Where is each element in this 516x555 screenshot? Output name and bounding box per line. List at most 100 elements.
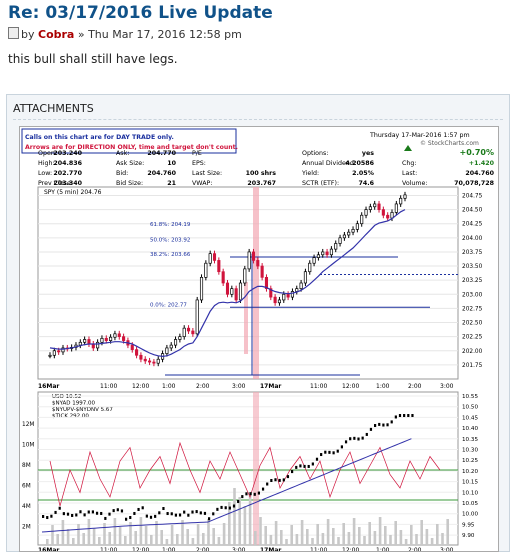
uso-candle <box>228 506 231 510</box>
uso-candle <box>374 424 377 428</box>
uso-candle <box>71 513 74 517</box>
price-candle <box>399 197 403 205</box>
price-tick: 202.00 <box>462 349 483 355</box>
volume-bar <box>103 523 106 545</box>
info-label: P/E <box>192 150 202 157</box>
uso-candle <box>369 427 373 431</box>
price-candle <box>173 339 178 346</box>
indicator-tick: 10.45 <box>462 415 478 421</box>
price-candle <box>334 243 338 250</box>
volume-bar <box>311 538 314 545</box>
time-tick: 11:00 <box>310 547 327 551</box>
time-tick: 1:00 <box>376 547 390 551</box>
price-candle <box>308 262 312 273</box>
price-candle <box>199 277 204 301</box>
post-icon[interactable] <box>8 27 19 39</box>
indicator-tick: 10.55 <box>462 394 478 400</box>
uso-candle <box>149 515 153 519</box>
uso-candle <box>266 482 269 486</box>
volume-bar <box>347 532 351 545</box>
info-value: 203.340 <box>53 180 82 187</box>
indicator-legend: USO 10.52 <box>52 394 81 400</box>
price-candle <box>338 237 342 244</box>
volume-bar <box>378 517 382 545</box>
uso-candle <box>291 470 294 474</box>
uso-candle <box>344 440 348 444</box>
volume-bar <box>368 522 371 545</box>
uso-candle <box>199 511 202 515</box>
uso-candle <box>407 414 410 417</box>
time-tick: 2:00 <box>408 383 422 390</box>
uso-candle <box>50 514 53 518</box>
uso-candle <box>332 451 335 455</box>
uso-candle <box>311 462 314 466</box>
info-label: Options: <box>302 150 328 157</box>
price-candle <box>386 214 390 219</box>
uso-candle <box>183 510 186 514</box>
volume-bar <box>425 529 429 545</box>
uso-candle <box>129 516 132 520</box>
uso-candle <box>365 432 368 436</box>
uso-candle <box>278 478 281 482</box>
uso-candle <box>208 517 211 521</box>
price-candle <box>221 271 225 284</box>
time-tick: 11:00 <box>100 547 117 551</box>
price-candle <box>104 337 108 341</box>
price-tick: 204.25 <box>462 222 483 228</box>
volume-bar <box>77 524 80 545</box>
moving-average-line <box>49 209 406 358</box>
price-candle <box>260 265 264 278</box>
info-value: 21 <box>167 180 176 187</box>
uso-candle <box>324 450 327 454</box>
volume-bar <box>196 524 200 545</box>
info-value: 100 shrs <box>246 170 277 177</box>
info-label: VWAP: <box>192 180 212 187</box>
volume-bar <box>124 536 127 545</box>
price-candle <box>347 231 351 236</box>
indicator-tick: 9.95 <box>462 522 475 528</box>
time-tick: 12:00 <box>132 383 149 390</box>
price-candle <box>212 253 217 261</box>
uso-candle <box>237 499 240 503</box>
volume-bar <box>384 526 387 545</box>
indicator-tick: 10.00 <box>462 512 478 518</box>
uso-candle <box>398 414 402 417</box>
info-value: 204.760 <box>147 170 176 177</box>
volume-bar <box>155 521 158 545</box>
uso-candle <box>133 511 136 515</box>
volume-bar <box>87 519 91 545</box>
time-tick: 1:00 <box>162 547 176 551</box>
uso-candle <box>286 475 290 479</box>
chart-image[interactable]: Calls on this chart are for DAY TRADE on… <box>19 126 499 554</box>
uso-candle <box>75 513 78 517</box>
volume-bar <box>415 534 418 545</box>
volume-bar <box>441 533 444 545</box>
info-label: Prev Close: <box>38 180 73 187</box>
time-tick: 1:00 <box>376 383 390 390</box>
uso-candle <box>336 449 339 453</box>
info-label: High: <box>38 160 55 167</box>
price-tick: 204.75 <box>462 193 483 199</box>
volume-bar <box>113 518 117 545</box>
uso-candle <box>270 479 273 483</box>
volume-bar <box>82 533 85 545</box>
fib-label: 38.2%: 203.66 <box>150 252 191 258</box>
indicator-tick: 10.50 <box>462 405 478 411</box>
time-tick: 12:00 <box>342 547 359 551</box>
price-candle <box>360 214 364 225</box>
indicator-tick: 10.25 <box>462 458 478 464</box>
uso-candle <box>307 464 310 468</box>
fib-label: 0.0%: 202.77 <box>150 302 187 308</box>
info-value: +0.70% <box>460 148 494 157</box>
volume-bar <box>358 527 361 545</box>
price-candle <box>57 350 61 353</box>
author-link[interactable]: Cobra <box>38 28 75 41</box>
time-tick: 3:00 <box>232 383 246 390</box>
time-tick: 12:00 <box>132 547 149 551</box>
uso-candle <box>79 510 82 514</box>
price-candle <box>195 299 199 335</box>
post-title[interactable]: Re: 03/17/2016 Live Update <box>8 3 273 23</box>
price-candle <box>368 206 372 210</box>
info-label: Ask Size: <box>116 160 144 167</box>
volume-bar <box>222 523 226 545</box>
